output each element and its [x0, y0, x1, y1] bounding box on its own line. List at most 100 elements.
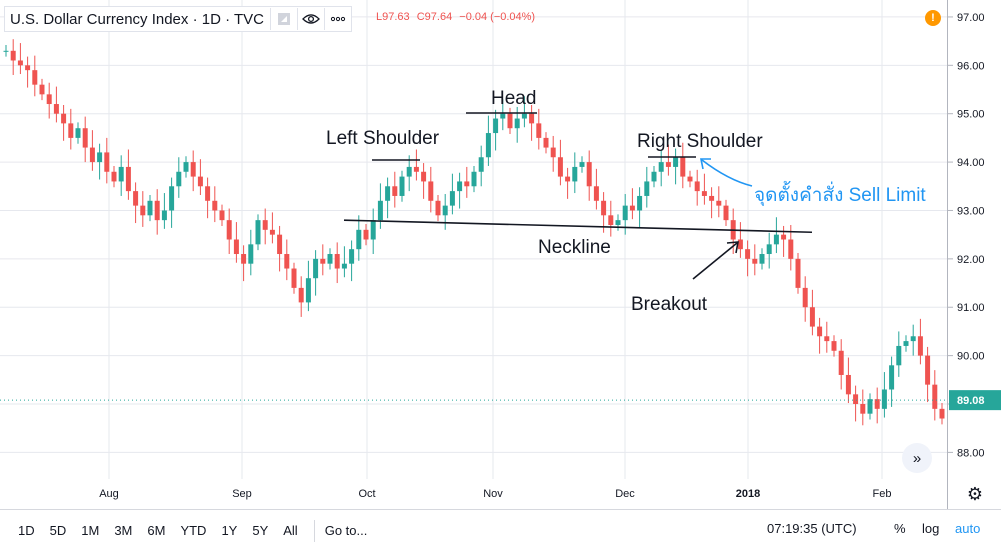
candle[interactable] [46, 82, 52, 119]
breakout-arrow[interactable] [692, 242, 738, 280]
candle[interactable] [471, 165, 477, 193]
candle[interactable] [147, 194, 153, 222]
candle[interactable] [694, 169, 700, 206]
candle[interactable] [507, 107, 513, 135]
candle[interactable] [442, 194, 448, 230]
goto-button[interactable]: Go to... [324, 523, 368, 538]
candle[interactable] [241, 245, 247, 282]
candle[interactable] [125, 149, 131, 200]
candle[interactable] [788, 224, 794, 271]
candle[interactable] [32, 55, 38, 97]
candle[interactable] [615, 214, 621, 231]
candle[interactable] [233, 222, 239, 263]
candle[interactable] [838, 339, 844, 390]
candle[interactable] [104, 137, 110, 184]
candle[interactable] [449, 173, 455, 215]
candle[interactable] [298, 276, 304, 317]
candle[interactable] [759, 248, 765, 270]
candle[interactable] [795, 253, 801, 294]
alert-icon[interactable]: ! [925, 10, 941, 26]
candle[interactable] [773, 217, 779, 254]
candle[interactable] [622, 194, 628, 235]
timeframe-5d[interactable]: 5D [49, 523, 67, 538]
candle[interactable] [154, 189, 160, 235]
candle[interactable] [932, 370, 938, 421]
candle[interactable] [205, 177, 211, 219]
candle[interactable] [809, 289, 815, 336]
flag-button[interactable] [269, 8, 297, 30]
candle[interactable] [356, 215, 362, 261]
symbol-legend[interactable]: U.S. Dollar Currency Index · 1D · TVC [4, 6, 352, 32]
candle[interactable] [61, 104, 67, 141]
candle[interactable] [327, 248, 333, 270]
candle[interactable] [701, 173, 707, 205]
candle[interactable] [536, 108, 542, 150]
candle[interactable] [284, 239, 290, 281]
candle[interactable] [500, 99, 506, 131]
candle[interactable] [651, 165, 657, 188]
candle[interactable] [428, 166, 434, 213]
candle[interactable] [320, 244, 326, 276]
candle[interactable] [89, 130, 95, 171]
candle[interactable] [349, 240, 355, 282]
visibility-button[interactable] [296, 8, 324, 30]
timeframe-6m[interactable]: 6M [147, 523, 166, 538]
candle[interactable] [853, 385, 859, 422]
candle[interactable] [939, 403, 945, 425]
timeframe-ytd[interactable]: YTD [180, 523, 207, 538]
time-axis[interactable]: Aug Sep Oct Nov Dec 2018 Feb [0, 479, 947, 509]
candle[interactable] [831, 335, 837, 357]
candle[interactable] [529, 104, 535, 141]
candle[interactable] [485, 115, 491, 166]
candle[interactable] [752, 244, 758, 276]
candle[interactable] [39, 78, 45, 101]
candle[interactable] [723, 199, 729, 226]
candle[interactable] [673, 148, 679, 185]
candle[interactable] [493, 109, 499, 151]
candle[interactable] [277, 225, 283, 272]
candle[interactable] [212, 186, 218, 223]
candle[interactable] [111, 165, 117, 188]
candle[interactable] [17, 43, 23, 75]
candle[interactable] [82, 116, 88, 163]
candle[interactable] [608, 200, 614, 237]
candle[interactable] [406, 155, 412, 192]
candle[interactable] [766, 232, 772, 269]
candle[interactable] [745, 240, 751, 277]
candle[interactable] [392, 171, 398, 208]
candle[interactable] [3, 44, 9, 57]
candle[interactable] [781, 225, 787, 257]
timeframe-1y[interactable]: 1Y [221, 523, 238, 538]
candle[interactable] [226, 208, 232, 255]
candle[interactable] [910, 324, 916, 356]
candle[interactable] [716, 186, 722, 218]
auto-scale-toggle[interactable]: auto [955, 521, 981, 536]
candle[interactable] [874, 387, 880, 424]
candle[interactable] [341, 246, 347, 278]
candle[interactable] [97, 143, 103, 180]
candle[interactable] [53, 86, 59, 123]
candle[interactable] [586, 150, 592, 201]
candle[interactable] [133, 182, 139, 224]
candle[interactable] [291, 262, 297, 294]
candle[interactable] [169, 177, 175, 228]
candle[interactable] [363, 224, 369, 246]
candle[interactable] [579, 156, 585, 173]
candle[interactable] [370, 208, 376, 255]
candle[interactable] [413, 149, 419, 181]
timeframe-3m[interactable]: 3M [114, 523, 133, 538]
timeframe-5y[interactable]: 5Y [252, 523, 269, 538]
candle[interactable] [665, 144, 671, 176]
candle[interactable] [190, 150, 196, 192]
chart-plot-area[interactable] [0, 0, 947, 480]
candle[interactable] [658, 150, 664, 187]
candle[interactable] [917, 318, 923, 365]
candle[interactable] [817, 317, 823, 354]
candle[interactable] [68, 108, 74, 150]
candle[interactable] [305, 260, 311, 312]
candle[interactable] [737, 222, 743, 258]
candle[interactable] [219, 204, 225, 226]
candle[interactable] [248, 229, 254, 276]
candle[interactable] [313, 250, 319, 296]
candle[interactable] [25, 56, 31, 88]
